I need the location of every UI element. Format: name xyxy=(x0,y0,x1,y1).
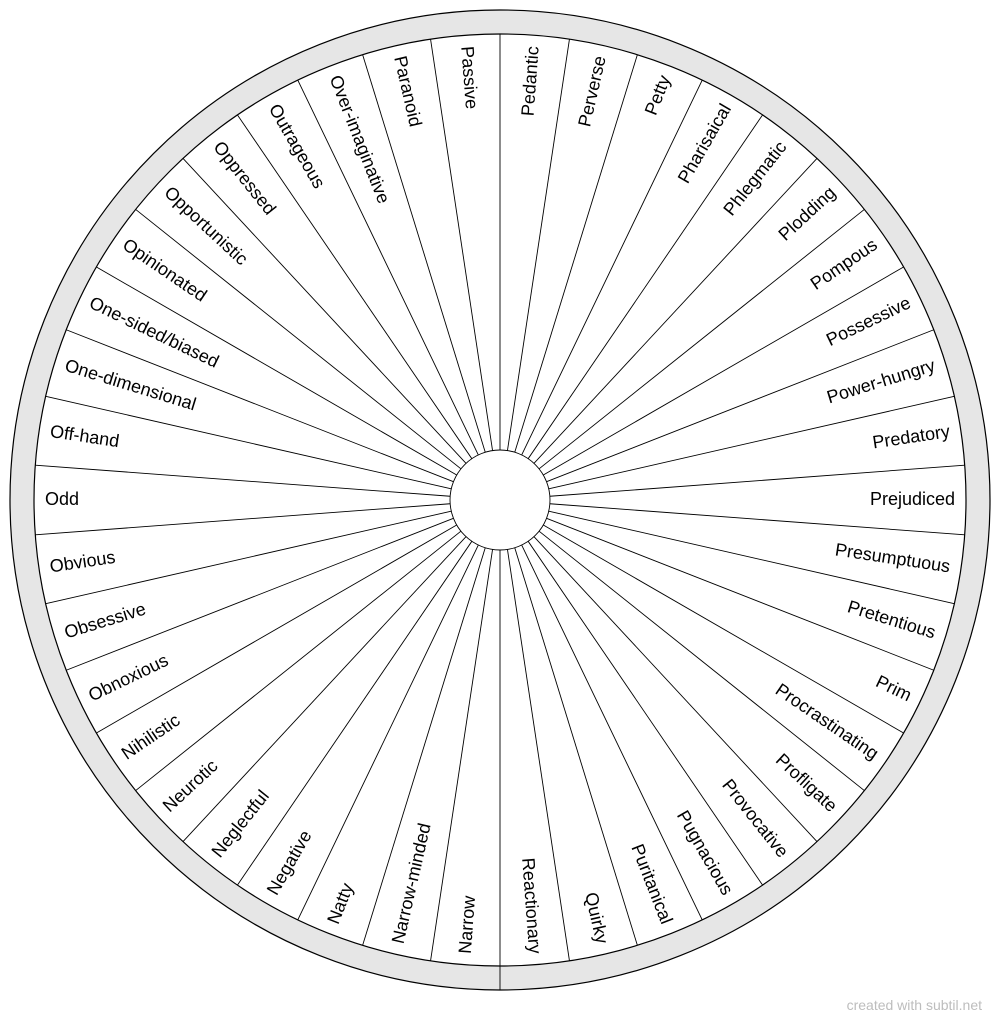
radial-chart-container: NarrowNarrow-mindedNattyNegativeNeglectf… xyxy=(0,0,1000,1019)
radial-chart-svg: NarrowNarrow-mindedNattyNegativeNeglectf… xyxy=(0,0,1000,1019)
segment-label: Odd xyxy=(45,489,79,509)
credit-text: created with subtil.net xyxy=(847,997,982,1013)
segment-label: Prejudiced xyxy=(870,489,955,509)
hub-circle xyxy=(450,450,550,550)
